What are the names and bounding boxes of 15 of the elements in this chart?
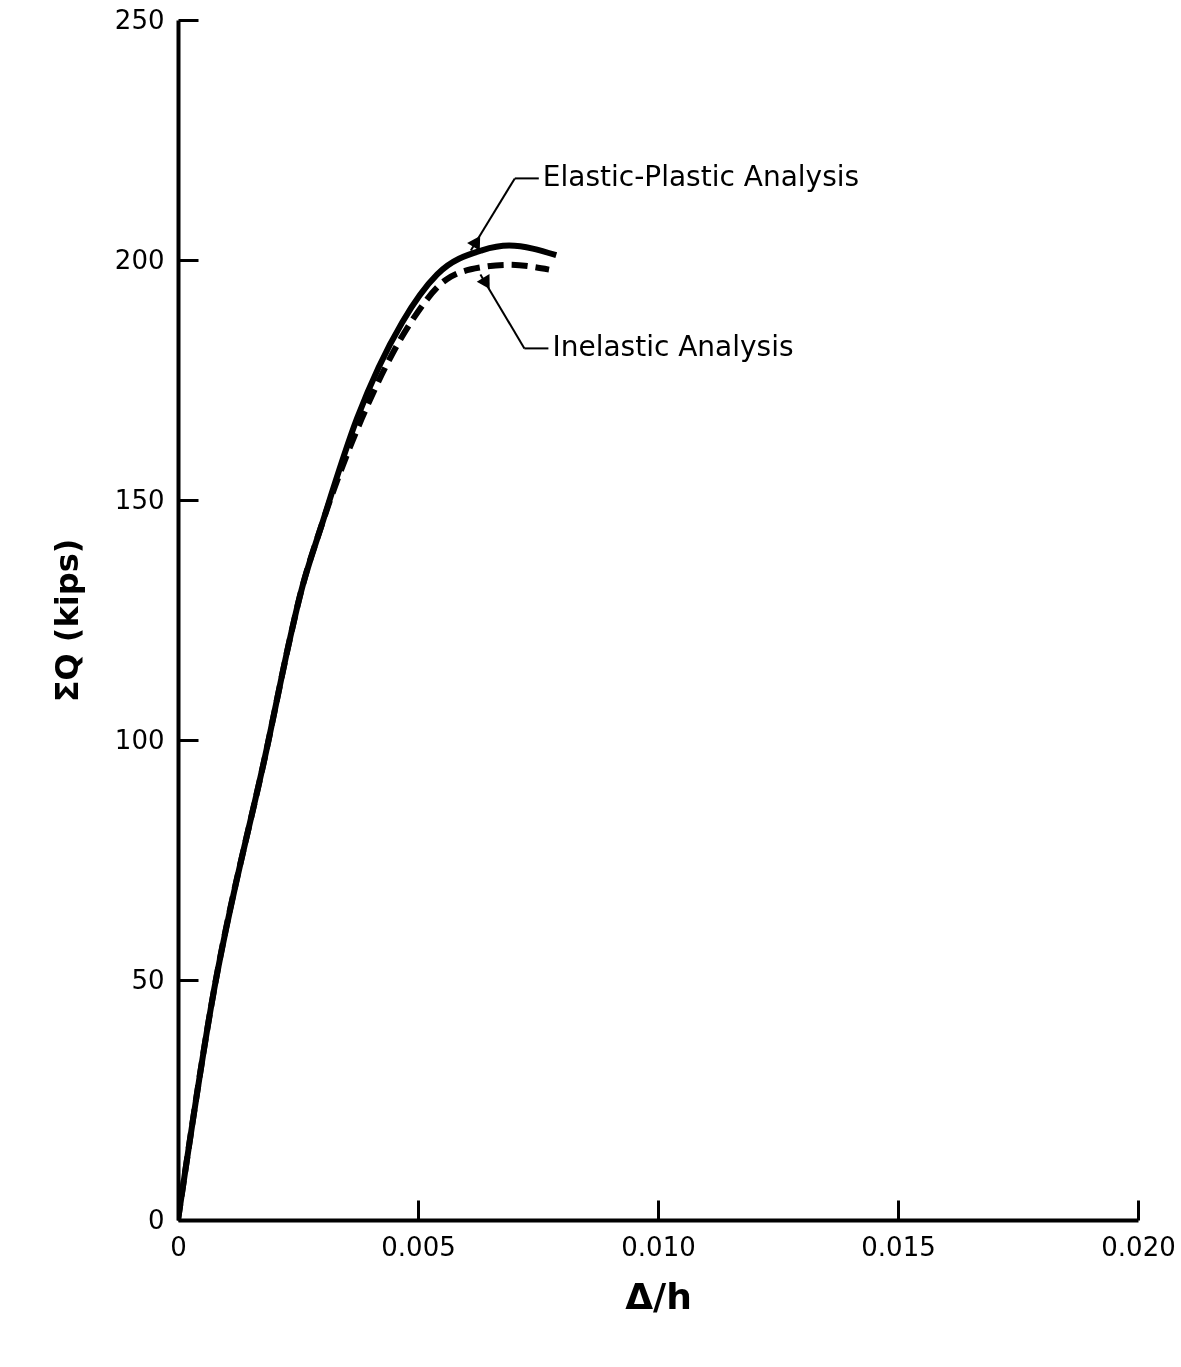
x-tick-label: 0.010 bbox=[621, 1231, 696, 1262]
y-tick-label: 50 bbox=[131, 964, 165, 995]
x-tick-label: 0 bbox=[170, 1231, 187, 1262]
y-tick-label: 0 bbox=[147, 1204, 165, 1235]
annotation: Elastic-Plastic Analysis bbox=[542, 160, 860, 194]
y-tick-label: 200 bbox=[114, 244, 165, 275]
x-tick-label: 0.020 bbox=[1101, 1231, 1176, 1262]
y-tick-label: 250 bbox=[114, 4, 165, 35]
y-tick-label: 100 bbox=[114, 724, 165, 755]
annotation: Inelastic Analysis bbox=[552, 330, 794, 364]
x-axis-title: Δ/h bbox=[625, 1275, 692, 1317]
x-tick-label: 0.005 bbox=[381, 1231, 456, 1262]
x-tick-label: 0.015 bbox=[861, 1231, 936, 1262]
y-axis-title: ΣQ (kips) bbox=[47, 538, 86, 703]
y-tick-label: 150 bbox=[114, 484, 165, 515]
